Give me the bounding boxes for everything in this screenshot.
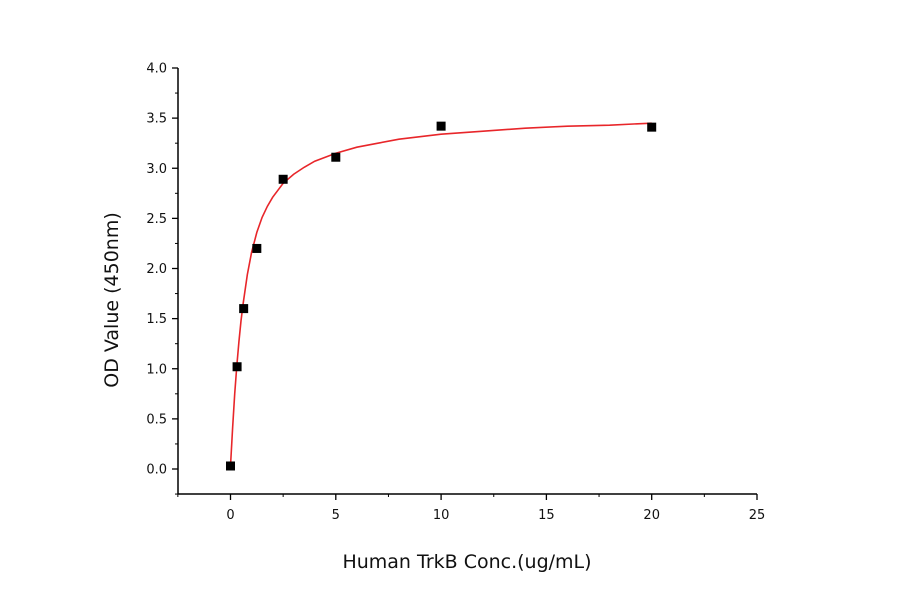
data-point xyxy=(239,304,249,314)
axis-ticks xyxy=(172,67,758,500)
y-tick-label: 4.0 xyxy=(146,62,167,77)
y-tick-label: 3.5 xyxy=(146,112,167,127)
x-axis-title: Human TrkB Conc.(ug/mL) xyxy=(342,551,591,573)
y-tick-label: 1.0 xyxy=(146,362,167,377)
x-tick-label: 20 xyxy=(643,508,660,523)
data-point xyxy=(232,362,242,372)
data-point xyxy=(436,121,446,131)
data-point xyxy=(331,152,341,162)
y-axis-title: OD Value (450nm) xyxy=(101,212,123,387)
y-tick-label: 3.0 xyxy=(146,162,167,177)
x-tick-label: 10 xyxy=(433,508,450,523)
y-tick-label: 0.0 xyxy=(146,463,167,478)
data-point xyxy=(252,243,262,253)
fit-curve-line xyxy=(229,122,652,467)
x-tick-label: 25 xyxy=(749,508,766,523)
data-point xyxy=(226,461,235,471)
series-layer xyxy=(226,121,657,471)
y-tick-label: 0.5 xyxy=(146,412,167,427)
y-tick-label: 2.0 xyxy=(146,262,167,277)
y-tick-label: 2.5 xyxy=(146,212,167,227)
data-point xyxy=(278,174,288,184)
tick-labels: 0 5 10 15 20 25 0.0 0.5 1.0 1.5 2.0 2.5 3.0 3.5 4.0 xyxy=(146,62,765,524)
x-tick-label: 15 xyxy=(538,508,555,523)
x-tick-label: 5 xyxy=(332,508,340,523)
x-tick-label: 0 xyxy=(226,508,234,523)
data-point xyxy=(647,122,657,132)
y-tick-label: 1.5 xyxy=(146,312,167,327)
